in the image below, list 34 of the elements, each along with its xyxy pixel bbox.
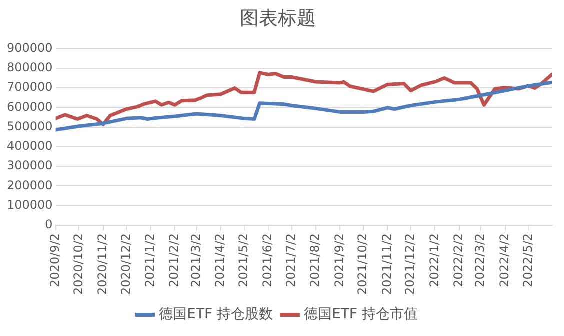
y-tick-label: 200000	[6, 178, 53, 192]
x-tick-label: 2021/9/2	[332, 233, 346, 288]
x-tick-label: 2020/11/2	[95, 233, 110, 295]
x-tick-label: 2021/2/2	[167, 233, 182, 288]
x-tick-label: 2022/3/2	[473, 233, 488, 288]
x-tick-label: 2021/8/2	[308, 233, 322, 288]
chart-title: 图表标题	[240, 7, 316, 30]
y-tick-label: 0	[45, 218, 53, 232]
y-tick-label: 700000	[6, 80, 53, 94]
legend-label: 德国ETF 持仓股数	[159, 306, 274, 323]
y-tick-label: 300000	[6, 158, 53, 173]
y-tick-label: 100000	[6, 198, 53, 212]
x-tick-label: 2022/2/2	[451, 233, 466, 288]
x-tick-label: 2021/3/2	[188, 233, 203, 288]
x-tick-label: 2021/1/2	[142, 233, 157, 288]
x-tick-label: 2020/12/2	[118, 233, 133, 295]
y-tick-label: 600000	[6, 100, 53, 114]
y-tick-label: 900000	[6, 40, 53, 55]
x-tick-label: 2021/10/2	[356, 233, 370, 295]
x-tick-label: 2021/6/2	[260, 233, 275, 288]
x-tick-label: 2021/7/2	[284, 233, 298, 288]
x-tick-label: 2022/4/2	[497, 233, 512, 288]
y-tick-label: 400000	[6, 139, 53, 154]
legend-label: 德国ETF 持仓市值	[304, 306, 418, 323]
x-tick-label: 2022/5/2	[520, 233, 535, 288]
y-tick-label: 800000	[6, 60, 53, 75]
y-tick-label: 500000	[6, 119, 53, 134]
x-tick-label: 2021/5/2	[236, 233, 250, 288]
x-tick-label: 2021/12/2	[403, 233, 418, 295]
x-tick-label: 2022/1/2	[427, 233, 442, 288]
x-tick-label: 2020/9/2	[48, 233, 62, 288]
x-tick-label: 2021/4/2	[213, 233, 228, 288]
x-tick-label: 2020/10/2	[71, 233, 86, 295]
x-tick-label: 2021/11/2	[380, 233, 394, 295]
